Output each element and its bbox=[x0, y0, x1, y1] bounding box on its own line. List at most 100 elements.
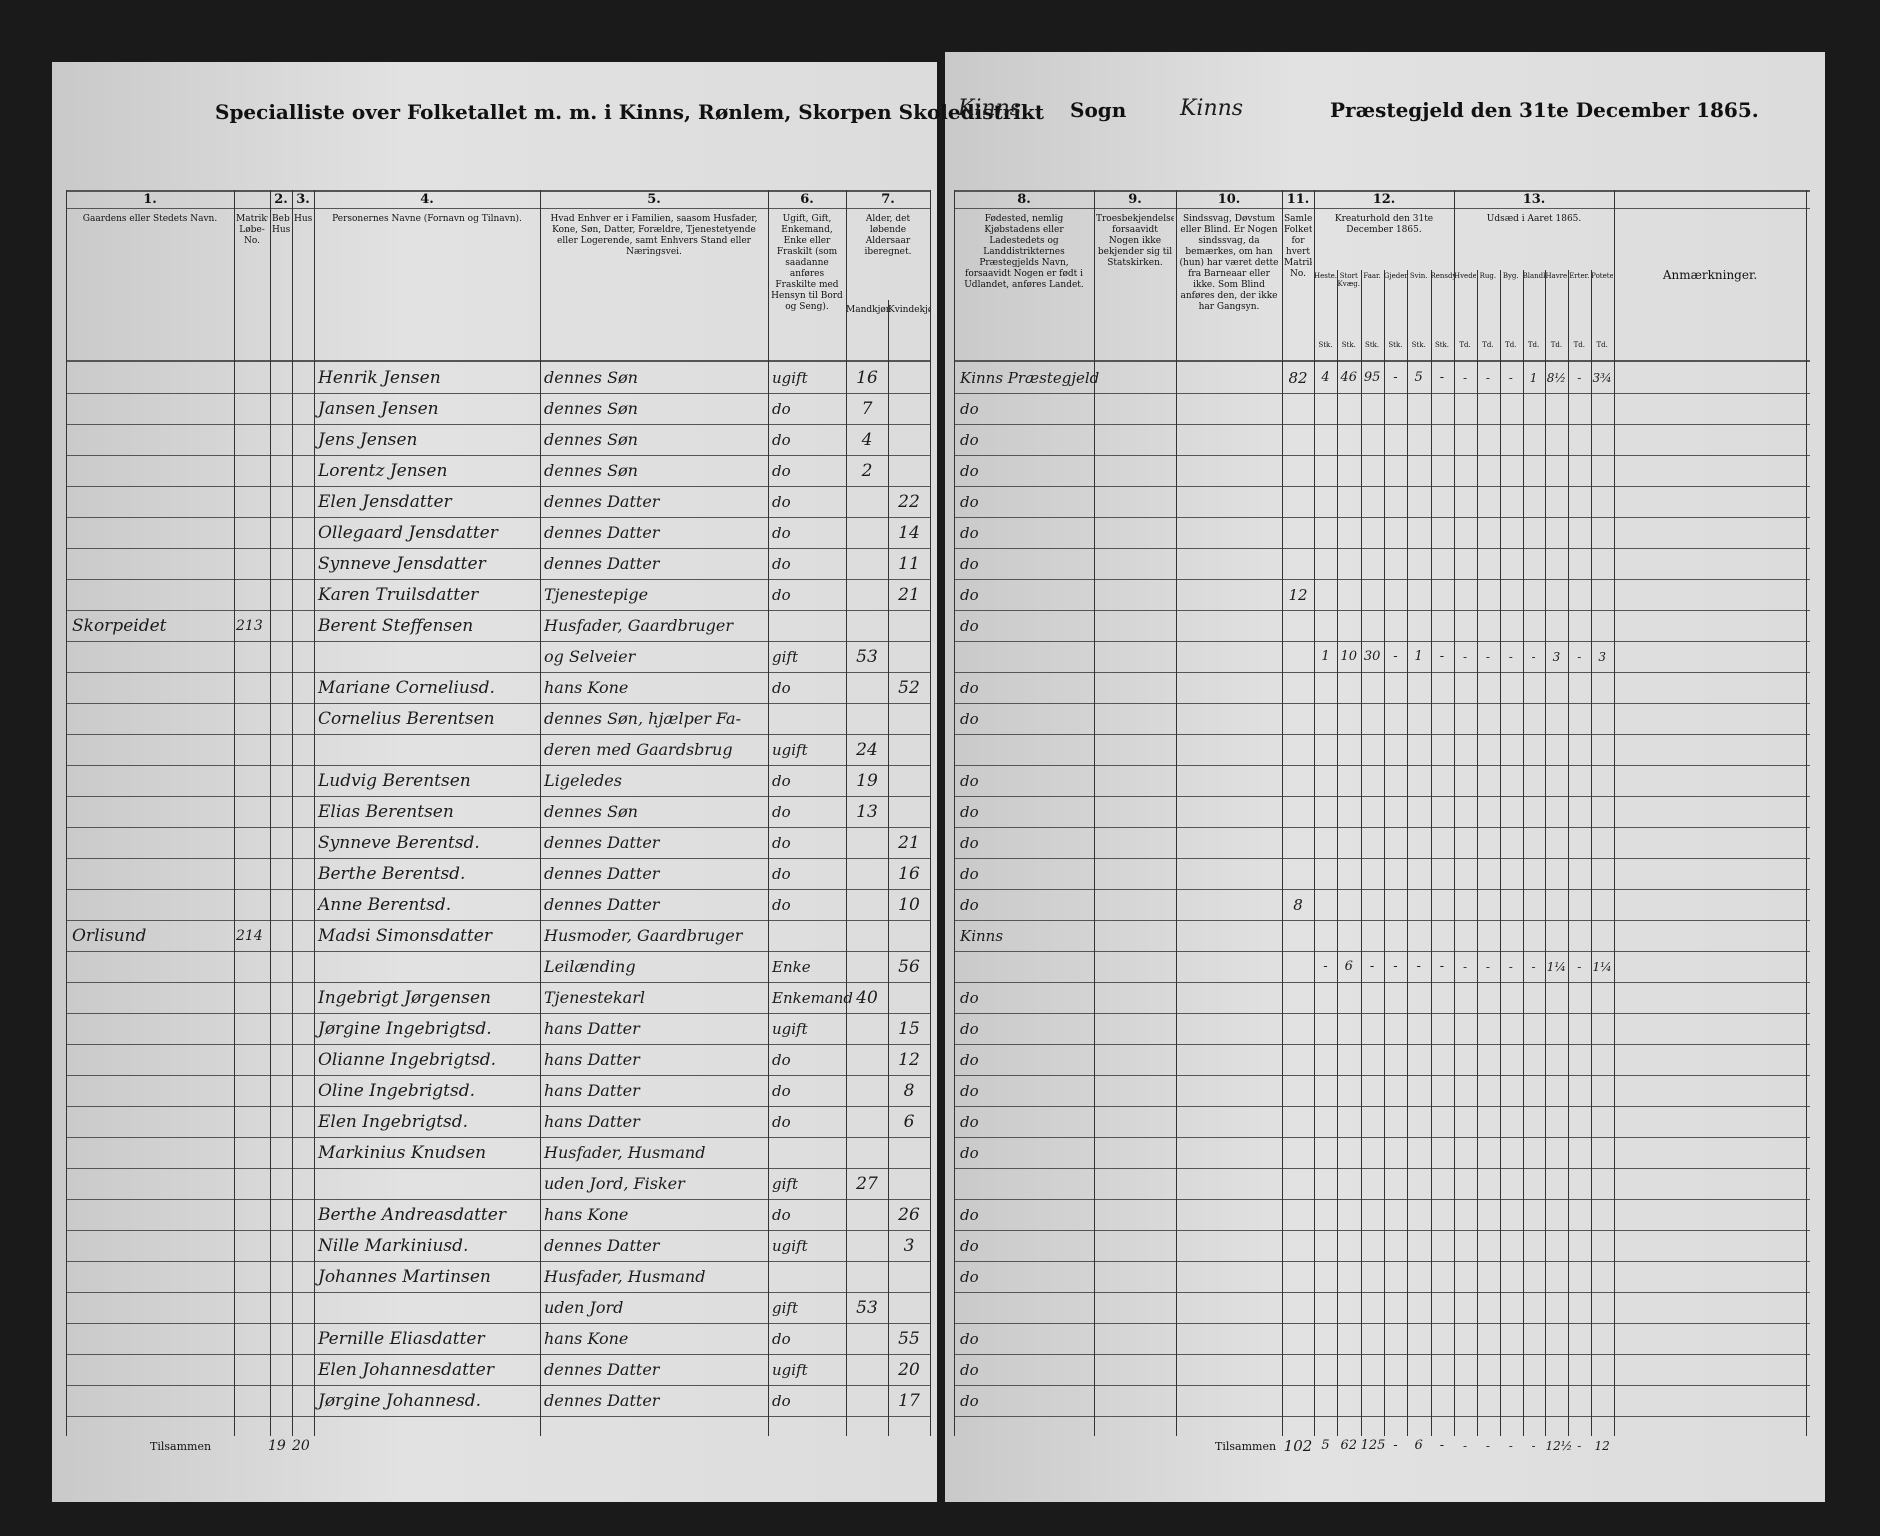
column-header: Fødested, nemlig Kjøbstadens eller Lades… bbox=[964, 214, 1084, 290]
column-rule bbox=[1499, 270, 1501, 1436]
livestock: - bbox=[1393, 370, 1398, 385]
stock-unit: Stk. bbox=[1365, 341, 1380, 349]
total-seed: 12½ bbox=[1545, 1439, 1573, 1453]
row-rule bbox=[954, 641, 1810, 642]
right-page bbox=[945, 52, 1825, 1502]
birthplace: Kinns Præstegjeld bbox=[960, 369, 1100, 387]
column-rule bbox=[540, 190, 541, 1436]
age-male: 13 bbox=[856, 802, 878, 822]
column-rule bbox=[1568, 270, 1570, 1436]
row-rule bbox=[66, 424, 930, 425]
column-rule bbox=[1337, 270, 1339, 1436]
total-seed: - bbox=[1577, 1439, 1582, 1453]
row-rule bbox=[66, 455, 930, 456]
column-header: Alder, det løbende Aldersaar iberegnet. bbox=[864, 214, 912, 257]
totals-label: Tilsammen bbox=[1215, 1440, 1277, 1453]
age-female: 14 bbox=[898, 523, 920, 543]
seed: 3 bbox=[1598, 650, 1606, 664]
column-number: 3. bbox=[296, 192, 310, 207]
seed: 1¼ bbox=[1592, 960, 1612, 974]
birthplace: do bbox=[960, 710, 979, 728]
person-name: Karen Truilsdatter bbox=[318, 585, 479, 605]
row-rule bbox=[954, 517, 1810, 518]
row-rule bbox=[66, 1199, 930, 1200]
column-number: 2. bbox=[274, 192, 288, 207]
family-position: deren med Gaardsbrug bbox=[544, 740, 733, 759]
row-rule bbox=[66, 734, 930, 735]
row-rule bbox=[954, 1323, 1810, 1324]
seed: 1 bbox=[1529, 371, 1538, 385]
row-rule bbox=[954, 548, 1810, 549]
column-rule bbox=[768, 190, 769, 1436]
age-male: 24 bbox=[856, 740, 878, 760]
date-label: Præstegjeld den 31te December 1865. bbox=[1330, 98, 1759, 122]
row-rule bbox=[954, 827, 1810, 828]
matrikel-no: 214 bbox=[236, 928, 263, 944]
marital-status: do bbox=[772, 586, 791, 604]
birthplace: do bbox=[960, 772, 979, 790]
age-female: 22 bbox=[898, 492, 920, 512]
stock-header: Stort Kvæg. bbox=[1337, 272, 1361, 288]
seed: - bbox=[1508, 650, 1513, 664]
row-rule bbox=[66, 579, 930, 580]
row-rule bbox=[66, 641, 930, 642]
person-name: Ollegaard Jensdatter bbox=[318, 523, 498, 543]
marital-status: do bbox=[772, 1330, 791, 1348]
family-position: Husfader, Husmand bbox=[544, 1267, 706, 1286]
age-female: 10 bbox=[898, 895, 920, 915]
total-livestock: 62 bbox=[1340, 1438, 1358, 1453]
total-seed: - bbox=[1485, 1439, 1490, 1453]
age-header: Kvindekjøn. bbox=[888, 305, 930, 315]
age-female: 26 bbox=[898, 1205, 920, 1225]
person-name: Cornelius Berentsen bbox=[318, 709, 495, 729]
crop-unit: Td. bbox=[1527, 341, 1540, 349]
row-rule bbox=[954, 579, 1810, 580]
row-rule bbox=[954, 672, 1810, 673]
age-female: 21 bbox=[898, 585, 920, 605]
row-rule bbox=[66, 486, 930, 487]
column-number: 13. bbox=[1522, 192, 1546, 207]
row-rule bbox=[954, 1199, 1810, 1200]
total-seed: - bbox=[1462, 1439, 1468, 1453]
column-number: 8. bbox=[1017, 192, 1031, 207]
seed: - bbox=[1531, 960, 1536, 974]
birthplace: do bbox=[960, 555, 979, 573]
header-rule bbox=[954, 208, 1810, 209]
population: 12 bbox=[1288, 586, 1308, 604]
row-rule bbox=[66, 1385, 930, 1386]
row-rule bbox=[954, 1292, 1810, 1293]
age-female: 21 bbox=[898, 833, 920, 853]
marital-status: do bbox=[772, 834, 791, 852]
seed: - bbox=[1485, 371, 1490, 385]
marital-status: do bbox=[772, 1051, 791, 1069]
seed: - bbox=[1577, 960, 1582, 974]
person-name: Pernille Eliasdatter bbox=[318, 1329, 485, 1349]
row-rule bbox=[66, 1292, 930, 1293]
marital-status: do bbox=[772, 865, 791, 883]
row-rule bbox=[66, 1044, 930, 1045]
livestock: - bbox=[1439, 370, 1445, 385]
total-seed: - bbox=[1531, 1439, 1536, 1453]
person-name: Mariane Corneliusd. bbox=[318, 678, 495, 698]
prestegjeld: Kinns bbox=[1180, 96, 1244, 121]
stock-header: Heste. bbox=[1314, 272, 1337, 280]
column-number: 4. bbox=[420, 192, 434, 207]
row-rule bbox=[66, 517, 930, 518]
person-name: Henrik Jensen bbox=[318, 368, 441, 388]
column-number: 5. bbox=[647, 192, 661, 207]
marital-status: do bbox=[772, 1206, 791, 1224]
column-number: 12. bbox=[1372, 192, 1396, 207]
row-rule bbox=[954, 734, 1810, 735]
age-female: 12 bbox=[898, 1050, 920, 1070]
marital-status: do bbox=[772, 462, 791, 480]
marital-status: do bbox=[772, 555, 791, 573]
row-rule bbox=[954, 1385, 1810, 1386]
row-rule bbox=[954, 1137, 1810, 1138]
row-rule bbox=[954, 951, 1810, 952]
family-position: dennes Søn bbox=[544, 368, 638, 387]
person-name: Berent Steffensen bbox=[318, 616, 474, 636]
person-name: Johannes Martinsen bbox=[318, 1267, 491, 1287]
column-number: 11. bbox=[1286, 192, 1310, 207]
age-female: 20 bbox=[898, 1360, 920, 1380]
totals-label: Tilsammen bbox=[150, 1440, 212, 1453]
